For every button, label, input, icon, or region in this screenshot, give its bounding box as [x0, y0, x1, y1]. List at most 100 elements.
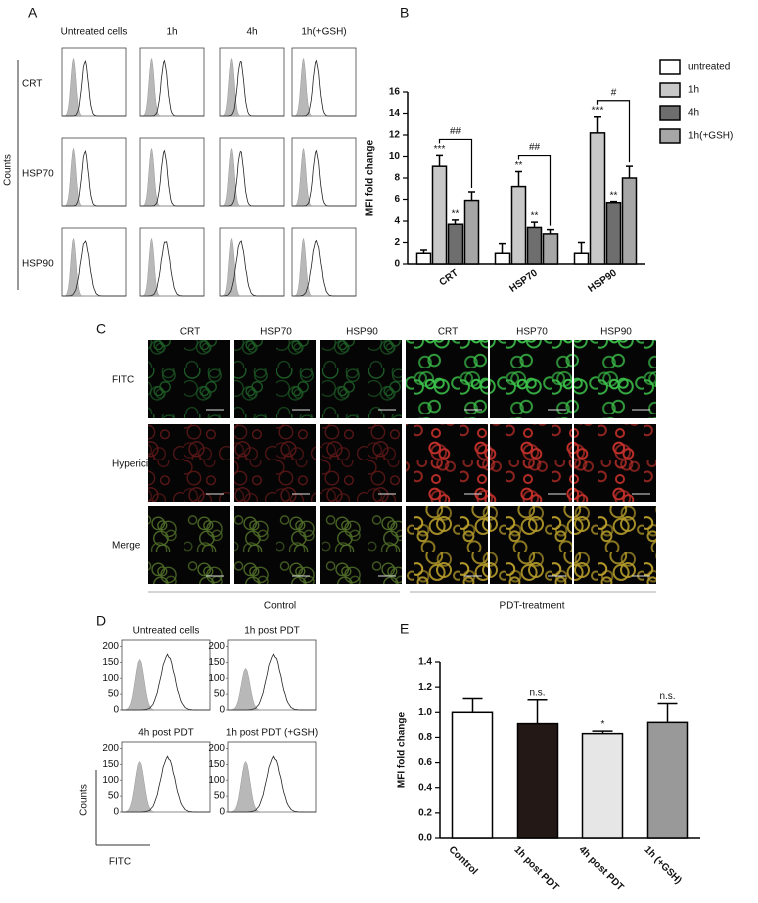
- y-tick-label: 16: [389, 87, 401, 98]
- x-tick-label: HSP70: [507, 267, 540, 294]
- panel-label: D: [96, 613, 106, 629]
- y-tick-label: 150: [102, 759, 119, 770]
- x-tick-label: CRT: [438, 268, 461, 289]
- significance: *: [601, 719, 605, 730]
- y-tick-label: 150: [208, 759, 225, 770]
- y-tick-label: 10: [389, 151, 401, 162]
- y-tick-label: 0.4: [418, 782, 432, 793]
- sample-histogram: [228, 755, 316, 813]
- error-bar: [594, 115, 601, 133]
- error-bar: [657, 702, 678, 723]
- row-label: HSP90: [22, 259, 54, 270]
- x-tick-label: 4h post PDT: [577, 844, 626, 893]
- group-label: PDT-treatment: [499, 601, 564, 612]
- y-tick-label: 0: [219, 807, 225, 818]
- sample-histogram: [292, 149, 356, 207]
- bar: [510, 185, 527, 265]
- y-axis-label: MFI fold change: [397, 712, 408, 789]
- error-bar: [531, 221, 538, 228]
- micrograph-cells: [234, 506, 316, 584]
- error-bar: [499, 242, 506, 254]
- y-tick-label: 2: [394, 237, 400, 248]
- column-label: HSP70: [260, 327, 292, 338]
- micrograph-cells: [148, 340, 230, 418]
- y-tick-label: 0.8: [418, 732, 432, 743]
- y-tick-label: 12: [389, 130, 401, 141]
- legend-label: 1h(+GSH): [688, 131, 733, 142]
- sample-histogram: [228, 653, 316, 711]
- x-tick-label: 1h (+GSH): [642, 844, 684, 886]
- y-tick-label: 4: [394, 216, 400, 227]
- error-bar: [547, 228, 554, 234]
- micrograph-cells: [490, 340, 572, 418]
- y-label: Counts: [79, 784, 90, 816]
- significance: **: [610, 190, 618, 201]
- error-bar: [592, 730, 613, 734]
- comparison-bracket: [517, 154, 552, 226]
- column-label: CRT: [180, 327, 200, 338]
- y-tick-label: 1.0: [418, 707, 432, 718]
- error-bar: [515, 170, 522, 187]
- sample-histogram: [62, 240, 126, 297]
- comparison-label: ##: [529, 142, 541, 153]
- micrograph-cells: [148, 506, 230, 584]
- y-tick-label: 200: [102, 743, 119, 754]
- y-tick-label: 1.2: [418, 682, 432, 693]
- significance: **: [452, 209, 460, 220]
- error-bar: [527, 698, 548, 724]
- bar: [431, 165, 448, 265]
- column-label: HSP90: [600, 327, 632, 338]
- micrograph-cells: [148, 424, 230, 502]
- column-label: 1h: [166, 27, 177, 38]
- plot-title: 1h post PDT (+GSH): [226, 728, 318, 739]
- y-tick-label: 50: [214, 689, 226, 700]
- sample-histogram: [122, 755, 210, 813]
- error-bar: [578, 241, 585, 254]
- bar: [581, 732, 624, 839]
- bar: [542, 233, 559, 265]
- micrograph-cells: [574, 424, 656, 502]
- sample-histogram: [62, 150, 126, 207]
- y-tick-label: 14: [389, 108, 401, 119]
- sample-histogram: [220, 60, 284, 117]
- sample-histogram: [292, 239, 356, 297]
- sample-histogram: [140, 241, 204, 297]
- y-tick-label: 100: [208, 775, 225, 786]
- sample-histogram: [140, 59, 204, 117]
- y-tick-label: 50: [108, 791, 120, 802]
- significance: **: [531, 211, 539, 222]
- error-bar: [610, 200, 617, 203]
- y-tick-label: 0: [394, 259, 400, 270]
- significance: n.s.: [659, 691, 675, 702]
- x-tick-label: Control: [447, 844, 480, 877]
- y-tick-label: 200: [208, 743, 225, 754]
- significance: n.s.: [529, 687, 545, 698]
- error-bar: [626, 165, 633, 178]
- micrograph-cells: [320, 506, 402, 584]
- micrograph-cells: [234, 424, 316, 502]
- significance: **: [515, 160, 523, 171]
- plot-title: 4h post PDT: [138, 728, 194, 739]
- y-tick-label: 100: [208, 673, 225, 684]
- bar: [463, 199, 480, 265]
- y-tick-label: 8: [394, 173, 400, 184]
- y-tick-label: 0: [113, 705, 119, 716]
- y-tick-label: 100: [102, 673, 119, 684]
- y-tick-label: 1.4: [418, 657, 432, 668]
- bar: [451, 711, 494, 839]
- legend-swatch: [659, 59, 681, 75]
- row-label: Merge: [112, 541, 141, 552]
- micrograph-cells: [574, 340, 656, 418]
- micrograph-cells: [406, 506, 488, 584]
- bar: [621, 177, 638, 265]
- y-tick-label: 150: [208, 657, 225, 668]
- comparison-label: #: [611, 87, 617, 98]
- micrograph-cells: [320, 424, 402, 502]
- bar: [415, 252, 432, 265]
- micrograph-cells: [574, 506, 656, 584]
- y-tick-label: 100: [102, 775, 119, 786]
- column-label: Untreated cells: [61, 27, 128, 38]
- sample-histogram: [140, 149, 204, 207]
